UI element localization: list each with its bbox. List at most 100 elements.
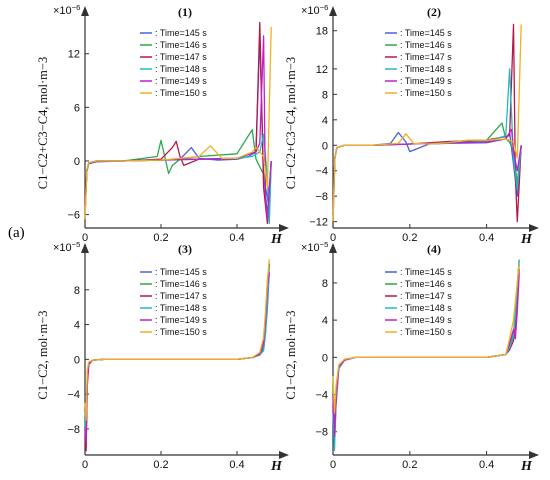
x-axis-arrow	[279, 224, 289, 232]
y-axis-arrow	[81, 6, 89, 16]
legend-label: : Time=150 s	[400, 327, 452, 337]
x-axis-arrow	[279, 451, 289, 459]
x-tick-label: 0.4	[229, 459, 244, 471]
x-tick-label: 0.2	[153, 459, 168, 471]
x-axis-arrow	[529, 224, 539, 232]
x-tick-label: 0.4	[479, 232, 494, 244]
y-tick-label: 8	[322, 89, 328, 101]
legend-label: : Time=150 s	[155, 88, 207, 98]
panel-title: (4)	[427, 242, 441, 256]
y-axis-arrow	[329, 6, 337, 16]
legend-label: : Time=148 s	[155, 303, 207, 313]
chart-panel-4: 0 0.2 0.4 −8 −4 0 4 8 ×10−5 (4) H C1−C2, mol·m−3: T…	[284, 240, 539, 474]
legend-label: : Time=146 s	[400, 279, 452, 289]
y-tick-label: −8	[315, 191, 328, 203]
legend-label: : Time=149 s	[155, 315, 207, 325]
series-line-6	[332, 264, 520, 414]
panel-title: (2)	[427, 5, 441, 19]
x-tick-label: 0.2	[153, 232, 168, 244]
y-tick-label: 0	[74, 354, 80, 366]
x-tick-label: 0.2	[402, 232, 417, 244]
series-line-6	[84, 26, 272, 220]
legend-label: : Time=145 s	[155, 267, 207, 277]
y-tick-label: 4	[322, 315, 328, 327]
legend-label: : Time=149 s	[400, 315, 452, 325]
y-axis-label: C1−C2, mol·m−3	[284, 310, 298, 399]
legend-label: : Time=147 s	[400, 52, 452, 62]
x-axis-label: H	[270, 459, 283, 474]
series-line-2	[84, 129, 272, 216]
y-tick-label: 4	[74, 320, 80, 332]
legend: : Time=145 s : Time=146 s : Time=147 s : Ti…	[140, 267, 207, 337]
y-axis-arrow	[81, 243, 89, 253]
y-tick-label: −12	[309, 217, 328, 229]
panel-title: (3)	[178, 242, 192, 256]
legend-label: : Time=146 s	[155, 279, 207, 289]
y-tick-label: 12	[316, 64, 328, 76]
y-tick-label: 8	[322, 278, 328, 290]
legend-label: : Time=147 s	[155, 291, 207, 301]
y-tick-label: 12	[68, 49, 80, 61]
series-line-1	[332, 264, 520, 433]
legend-label: : Time=145 s	[400, 267, 452, 277]
y-axis-label: C1−C2, mol·m−3	[36, 310, 50, 399]
x-tick-label: 0	[82, 232, 88, 244]
legend-label: : Time=146 s	[400, 40, 452, 50]
y-tick-label: 6	[74, 102, 80, 114]
y-scale-label: ×10−5	[53, 240, 80, 255]
legend-label: : Time=145 s	[400, 28, 452, 38]
x-axis-label: H	[520, 232, 533, 247]
y-scale-label: ×10−6	[53, 3, 80, 18]
legend: : Time=145 s : Time=146 s : Time=147 s : Ti…	[140, 28, 207, 98]
x-axis-arrow	[529, 451, 539, 459]
x-tick-label: 0.2	[402, 459, 417, 471]
series-line-6	[332, 24, 522, 222]
x-axis-label: H	[270, 232, 283, 247]
x-tick-label: 0.4	[229, 232, 244, 244]
y-tick-label: −4	[67, 389, 80, 401]
y-tick-label: 8	[74, 285, 80, 297]
series-line-2	[84, 263, 270, 439]
panel-title: (1)	[178, 5, 192, 19]
legend-label: : Time=147 s	[155, 52, 207, 62]
y-axis-label: C1−C2+C3−C4, mol·m−3	[284, 57, 298, 189]
legend-label: : Time=147 s	[400, 291, 452, 301]
legend-label: : Time=150 s	[155, 327, 207, 337]
y-scale-label: ×10−6	[301, 3, 328, 18]
legend-label: : Time=146 s	[155, 40, 207, 50]
chart-panel-3: 0 0.2 0.4 −8 −4 0 4 8 ×10−5 (3) H C1−C2, mol·m−3 : T…	[36, 240, 289, 474]
y-scale-label: ×10−5	[301, 240, 328, 255]
y-tick-label: 4	[322, 115, 328, 127]
y-tick-label: 0	[322, 352, 328, 364]
series-line-1	[84, 35, 272, 216]
y-tick-label: −8	[315, 427, 328, 439]
x-axis-label: H	[520, 459, 533, 474]
y-tick-label: 0	[74, 156, 80, 168]
legend: : Time=145 s : Time=146 s : Time=147 s : Ti…	[385, 28, 452, 98]
chart-panel-2: 0 0.2 0.4 −12 −8 −4 0 4 8 12 18 ×10−6 (2) H C1−C2+C3−C…	[284, 3, 539, 247]
y-tick-label: 18	[316, 26, 328, 38]
legend-label: : Time=148 s	[155, 64, 207, 74]
legend-label: : Time=148 s	[400, 64, 452, 74]
y-tick-label: −6	[67, 210, 80, 222]
y-tick-label: −8	[67, 424, 80, 436]
legend: : Time=145 s : Time=146 s : Time=147 s : Ti…	[385, 267, 452, 337]
x-tick-label: 0	[330, 232, 336, 244]
x-tick-label: 0	[82, 459, 88, 471]
legend-label: : Time=149 s	[155, 76, 207, 86]
y-axis-arrow	[329, 243, 337, 253]
legend-label: : Time=149 s	[400, 76, 452, 86]
series-line-2	[332, 122, 522, 216]
y-tick-label: 0	[322, 140, 328, 152]
y-tick-label: −4	[315, 390, 328, 402]
legend-label: : Time=145 s	[155, 28, 207, 38]
y-axis-label: C1−C2+C3−C4, mol·m−3	[36, 57, 50, 189]
x-tick-label: 0.4	[479, 459, 494, 471]
series-line-6	[84, 259, 270, 421]
legend-label: : Time=148 s	[400, 303, 452, 313]
figure-label: (a)	[8, 225, 25, 241]
y-tick-label: −4	[315, 166, 328, 178]
